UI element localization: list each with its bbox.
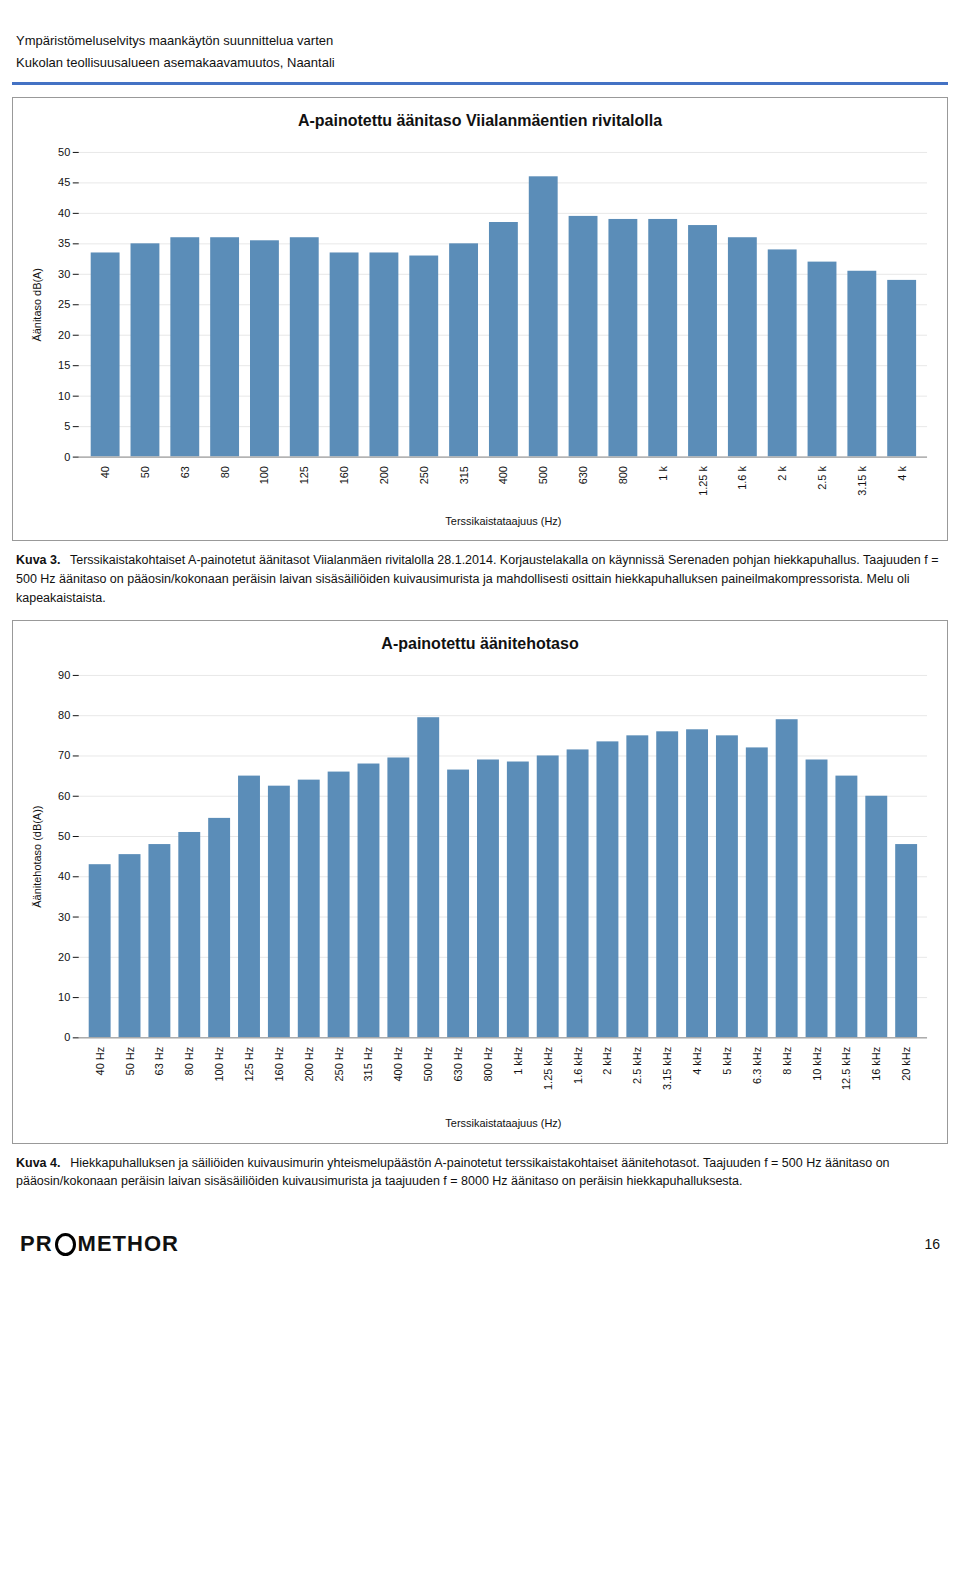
svg-text:5 kHz: 5 kHz [721,1047,733,1075]
svg-text:40: 40 [58,207,70,219]
svg-text:400 Hz: 400 Hz [392,1047,404,1082]
svg-text:Äänitehotaso (dB(A)): Äänitehotaso (dB(A)) [31,805,43,907]
svg-text:1 kHz: 1 kHz [512,1047,524,1075]
svg-text:90: 90 [58,669,70,681]
html-text:METHOR: METHOR [77,1231,179,1257]
svg-text:2 k: 2 k [776,466,788,481]
svg-text:100 Hz: 100 Hz [213,1047,225,1082]
svg-text:30: 30 [58,268,70,280]
html-text:A-painotettu äänitaso Viialanm: A-painotettu äänitaso Viialanmäentien ri… [297,112,663,130]
svg-text:4 kHz: 4 kHz [691,1047,703,1075]
svg-text:500: 500 [537,466,549,484]
svg-text:25: 25 [58,298,70,310]
svg-text:20: 20 [58,329,70,341]
svg-text:40: 40 [99,466,111,478]
svg-text:50: 50 [58,146,70,158]
svg-text:Terssikaistataajuus (Hz): Terssikaistataajuus (Hz) [445,1117,561,1129]
svg-text:800: 800 [617,466,629,484]
svg-text:16 kHz: 16 kHz [870,1047,882,1081]
svg-text:1.25 kHz: 1.25 kHz [542,1047,554,1090]
svg-text:80: 80 [219,466,231,478]
svg-text:63 Hz: 63 Hz [153,1047,165,1076]
svg-text:3.15 k: 3.15 k [856,466,868,496]
svg-text:20: 20 [58,951,70,963]
svg-text:500 Hz: 500 Hz [422,1047,434,1082]
svg-text:250: 250 [418,466,430,484]
svg-text:160 Hz: 160 Hz [273,1047,285,1082]
html-text:PR: PR [20,1231,53,1257]
svg-text:60: 60 [58,789,70,801]
svg-text:3.15 kHz: 3.15 kHz [661,1047,673,1090]
svg-text:12.5 kHz: 12.5 kHz [840,1047,852,1090]
html-text:A-painotettu äänitehotaso: A-painotettu äänitehotaso [381,634,579,652]
svg-text:45: 45 [58,177,70,189]
svg-text:2 kHz: 2 kHz [601,1047,613,1075]
svg-text:100: 100 [258,466,270,484]
svg-text:10 kHz: 10 kHz [811,1047,823,1081]
svg-text:160: 160 [338,466,350,484]
svg-text:315 Hz: 315 Hz [362,1047,374,1082]
svg-text:800 Hz: 800 Hz [482,1047,494,1082]
svg-text:30: 30 [58,910,70,922]
svg-text:15: 15 [58,359,70,371]
svg-text:80 Hz: 80 Hz [183,1047,195,1076]
svg-text:1.6 k: 1.6 k [736,466,748,490]
html-text:Kuva 3. Terssikaistakohtaiset: Kuva 3. Terssikaistakohtaiset A-painotet… [16,553,939,605]
svg-text:50: 50 [139,466,151,478]
svg-text:40 Hz: 40 Hz [94,1047,106,1076]
html-text:Kukolan teollisuusalueen asema: Kukolan teollisuusalueen asemakaavamuuto… [16,55,335,71]
svg-text:Terssikaistataajuus (Hz): Terssikaistataajuus (Hz) [445,515,561,527]
svg-text:40: 40 [58,870,70,882]
svg-text:200: 200 [378,466,390,484]
html-text:16: 16 [924,1236,940,1253]
svg-text:125: 125 [298,466,310,484]
svg-text:35: 35 [58,238,70,250]
html-text:Kuva 4. Hiekkapuhalluksen ja s: Kuva 4. Hiekkapuhalluksen ja säiliöiden … [16,1155,890,1189]
svg-text:0: 0 [64,451,70,463]
svg-text:6.3 kHz: 6.3 kHz [751,1047,763,1084]
svg-text:Äänitaso dB(A): Äänitaso dB(A) [31,268,43,342]
svg-text:2.5 kHz: 2.5 kHz [631,1047,643,1084]
svg-text:8 kHz: 8 kHz [781,1047,793,1075]
svg-text:125 Hz: 125 Hz [243,1047,255,1082]
svg-text:70: 70 [58,749,70,761]
svg-text:63: 63 [179,466,191,478]
svg-text:250 Hz: 250 Hz [333,1047,345,1082]
svg-text:50 Hz: 50 Hz [124,1047,136,1076]
svg-text:630 Hz: 630 Hz [452,1047,464,1082]
svg-text:1.6 kHz: 1.6 kHz [572,1047,584,1084]
svg-text:4 k: 4 k [896,466,908,481]
svg-text:1 k: 1 k [657,466,669,481]
svg-text:10: 10 [58,390,70,402]
svg-text:10: 10 [58,991,70,1003]
svg-text:80: 80 [58,709,70,721]
svg-text:1.25 k: 1.25 k [697,466,709,496]
svg-text:20 kHz: 20 kHz [900,1047,912,1081]
svg-text:5: 5 [64,420,70,432]
html-text:Ympäristömeluselvitys maankäyt: Ympäristömeluselvitys maankäytön suunnit… [16,33,334,48]
svg-text:200 Hz: 200 Hz [303,1047,315,1082]
svg-text:2.5 k: 2.5 k [816,466,828,490]
svg-text:315: 315 [458,466,470,484]
svg-text:630: 630 [577,466,589,484]
svg-text:400: 400 [497,466,509,484]
svg-text:0: 0 [64,1031,70,1043]
svg-text:50: 50 [58,830,70,842]
